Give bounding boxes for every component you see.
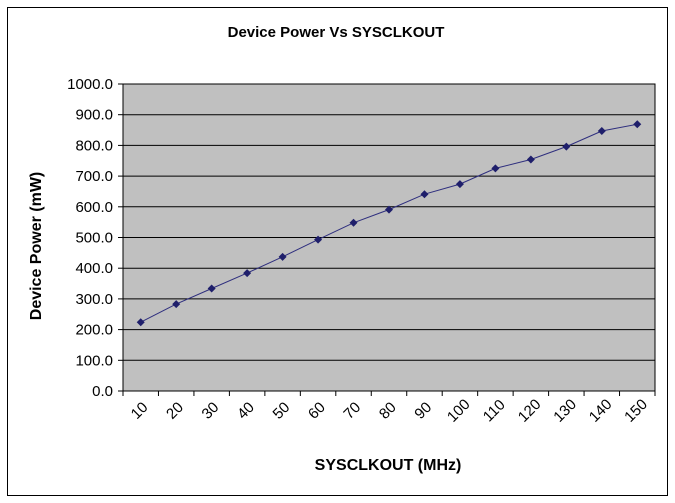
data-point (597, 126, 606, 135)
data-point (562, 142, 571, 151)
y-tick-label: 0.0 (92, 383, 113, 400)
plot-area: 0.0 100.0 200.0 300.0 400.0 500.0 600.0 700.0 80… (67, 76, 656, 426)
data-point (243, 269, 252, 278)
y-tick-label: 500.0 (75, 230, 113, 247)
y-tick-label: 300.0 (75, 291, 113, 308)
data-point (526, 155, 535, 164)
x-axis-title: SYSCLKOUT (MHz) (315, 457, 462, 474)
data-point (633, 120, 642, 129)
chart-title: Device Power Vs SYSCLKOUT (228, 24, 445, 41)
data-point (455, 180, 464, 189)
data-point (314, 235, 323, 244)
y-tick-label: 900.0 (75, 107, 113, 124)
data-point (207, 284, 216, 293)
data-point (491, 164, 500, 173)
y-tick-label: 200.0 (75, 322, 113, 339)
data-point (349, 218, 358, 227)
data-point (278, 252, 287, 261)
y-tick-label: 600.0 (75, 199, 113, 216)
data-point (172, 300, 181, 309)
data-point (420, 190, 429, 199)
y-axis-title: Device Power (mW) (28, 172, 45, 320)
y-tick-label: 400.0 (75, 260, 113, 277)
plot-border (122, 83, 656, 392)
data-point (385, 205, 393, 214)
y-tick-label: 800.0 (75, 137, 113, 154)
y-tick-label: 100.0 (75, 352, 113, 369)
data-point (136, 318, 145, 327)
y-tick-label: 1000.0 (67, 76, 113, 93)
y-tick-label: 700.0 (75, 168, 113, 185)
